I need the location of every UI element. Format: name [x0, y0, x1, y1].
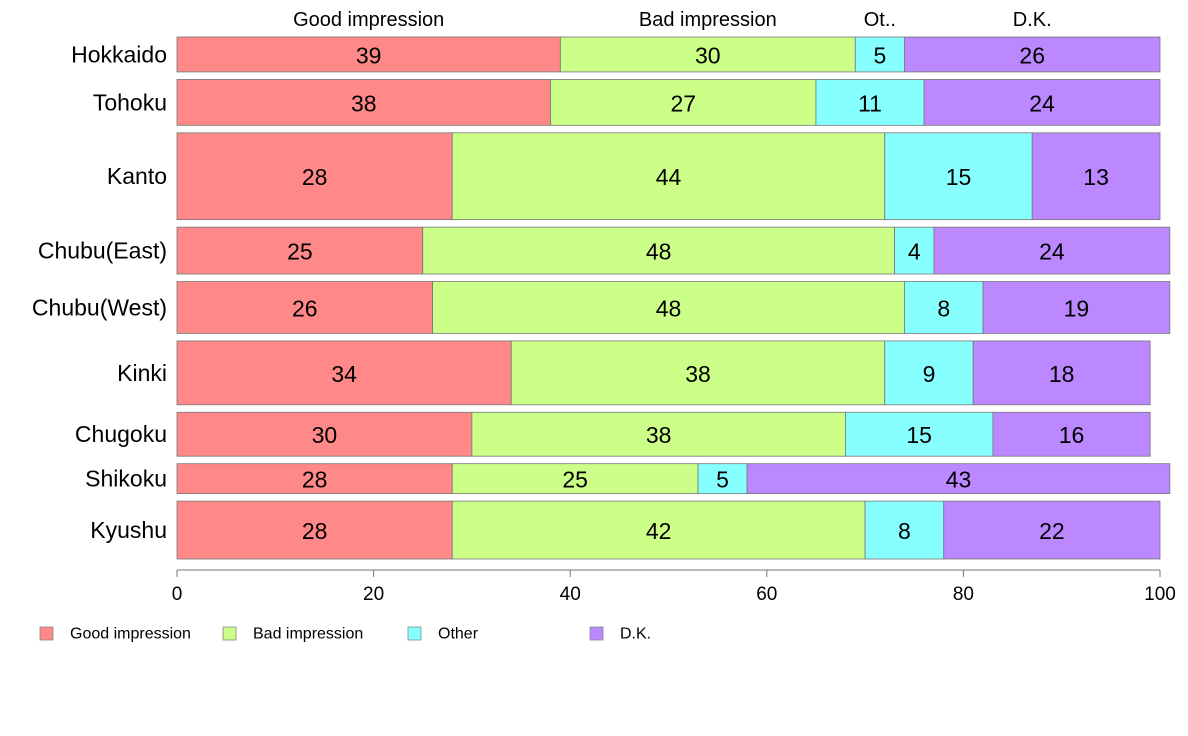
- data-label: 25: [562, 467, 588, 493]
- bar-segment: [176, 281, 433, 334]
- bar-segment: [884, 340, 974, 406]
- bar-segment: [176, 340, 512, 406]
- data-label: 42: [646, 518, 672, 544]
- bar-segment: [451, 500, 866, 560]
- data-label: 8: [937, 295, 950, 321]
- legend-swatch: [407, 626, 422, 641]
- data-label: 25: [287, 239, 313, 265]
- row-label: Kyushu: [90, 517, 167, 543]
- data-label: 16: [1059, 422, 1085, 448]
- bar-segment: [854, 36, 905, 73]
- bar-segment: [746, 463, 1171, 495]
- row-label: Kanto: [107, 163, 167, 189]
- data-label: 28: [302, 467, 328, 493]
- column-header: D.K.: [1013, 9, 1052, 31]
- bar-segment: [933, 226, 1171, 275]
- data-label: 38: [351, 90, 377, 116]
- bar-segment: [176, 226, 424, 275]
- bar-segment: [1031, 132, 1161, 221]
- data-label: 18: [1049, 361, 1075, 387]
- bar-segment: [176, 36, 561, 73]
- bar-segment: [559, 36, 856, 73]
- data-label: 48: [646, 239, 672, 265]
- legend-swatch: [222, 626, 237, 641]
- data-label: 5: [873, 42, 886, 68]
- data-label: 27: [670, 90, 696, 116]
- bar-segment: [943, 500, 1161, 560]
- column-header: Bad impression: [639, 9, 777, 31]
- data-label: 43: [946, 467, 972, 493]
- bar-segment: [176, 463, 453, 495]
- row-label: Chugoku: [75, 421, 167, 447]
- legend-label: D.K.: [620, 626, 651, 643]
- data-label: 13: [1083, 164, 1109, 190]
- bar-segment: [864, 500, 945, 560]
- bar-segment: [815, 79, 925, 126]
- data-label: 48: [656, 295, 682, 321]
- data-label: 22: [1039, 518, 1065, 544]
- data-label: 11: [858, 90, 882, 116]
- column-header: Ot..: [864, 9, 896, 31]
- row-label: Chubu(East): [38, 238, 167, 264]
- data-label: 38: [685, 361, 711, 387]
- data-label: 9: [923, 361, 936, 387]
- x-tick-label: 40: [560, 584, 581, 605]
- bar-segment: [451, 132, 886, 221]
- data-label: 38: [646, 422, 672, 448]
- data-label: 30: [695, 42, 721, 68]
- bar-segment: [422, 226, 895, 275]
- bar-segment: [904, 36, 1161, 73]
- legend-swatch: [589, 626, 604, 641]
- x-tick-label: 80: [953, 584, 974, 605]
- data-label: 34: [331, 361, 357, 387]
- legend-swatch: [39, 626, 54, 641]
- data-label: 5: [716, 467, 729, 493]
- data-label: 28: [302, 518, 328, 544]
- x-tick-label: 60: [756, 584, 777, 605]
- row-label: Hokkaido: [71, 41, 167, 67]
- bar-segment: [510, 340, 886, 406]
- data-label: 26: [292, 295, 318, 321]
- data-label: 8: [898, 518, 911, 544]
- row-label: Tohoku: [93, 89, 167, 115]
- bar-segment: [972, 340, 1151, 406]
- legend-label: Good impression: [70, 626, 191, 643]
- bar-segment: [904, 281, 984, 334]
- data-label: 24: [1029, 90, 1055, 116]
- bar-segment: [697, 463, 748, 495]
- data-label: 39: [356, 42, 382, 68]
- bar-segment: [176, 411, 473, 457]
- data-label: 44: [656, 164, 682, 190]
- bar-segment: [845, 411, 994, 457]
- data-label: 30: [312, 422, 338, 448]
- data-label: 24: [1039, 239, 1065, 265]
- data-label: 26: [1019, 42, 1045, 68]
- row-label: Shikoku: [85, 466, 167, 492]
- bar-segment: [432, 281, 905, 334]
- bar-segment: [982, 281, 1171, 334]
- data-label: 19: [1064, 295, 1090, 321]
- data-label: 15: [906, 422, 932, 448]
- data-label: 15: [946, 164, 972, 190]
- data-label: 28: [302, 164, 328, 190]
- data-label: 4: [908, 239, 921, 265]
- bar-segment: [923, 79, 1161, 126]
- legend-label: Other: [438, 626, 479, 643]
- column-header: Good impression: [293, 9, 444, 31]
- x-tick-label: 0: [172, 584, 183, 605]
- legend-label: Bad impression: [253, 626, 363, 643]
- bar-segment: [176, 132, 453, 221]
- x-tick-label: 20: [363, 584, 384, 605]
- row-label: Chubu(West): [32, 294, 167, 320]
- bar-segment: [176, 79, 551, 126]
- bar-segment: [992, 411, 1151, 457]
- x-tick-label: 100: [1144, 584, 1176, 605]
- bar-segment: [550, 79, 817, 126]
- row-label: Kinki: [117, 360, 167, 386]
